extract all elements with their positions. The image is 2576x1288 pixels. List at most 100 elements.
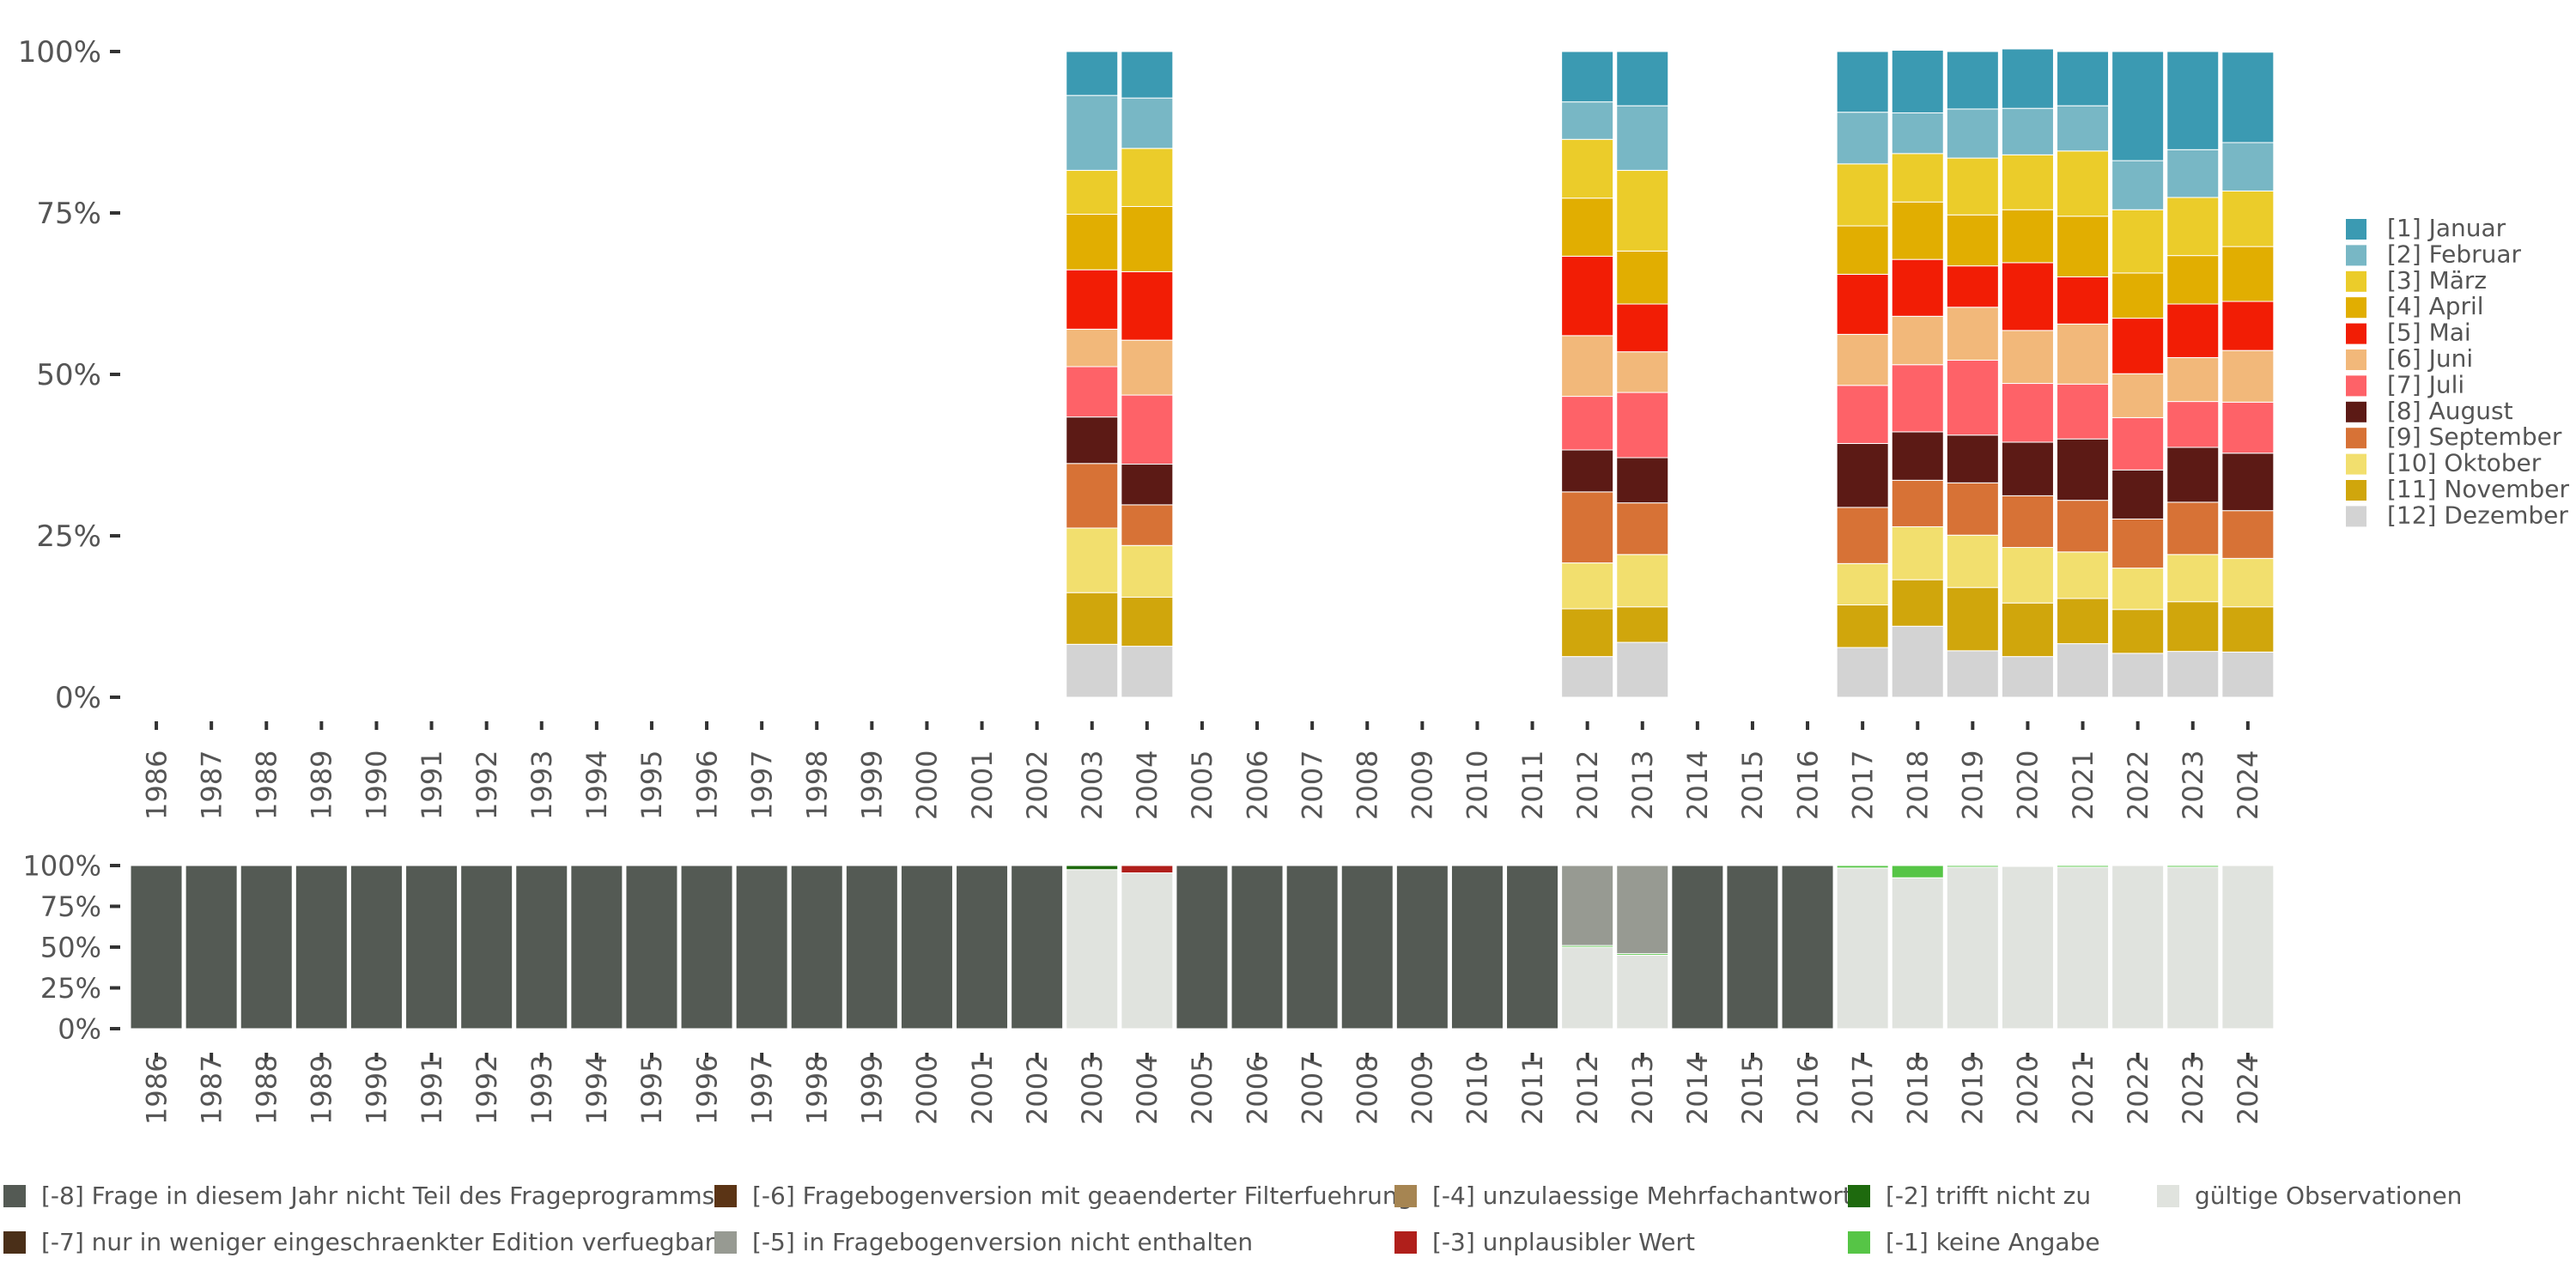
top-bar-segment	[2111, 469, 2165, 519]
top-xtick-label: 2024	[2232, 750, 2264, 820]
legend-label-1-januar: [1] Januar	[2387, 214, 2506, 242]
legend-swatch-5-mai	[2346, 323, 2366, 344]
top-xtick-label: 1990	[361, 750, 393, 820]
bottom-xtick-label: 1993	[526, 1055, 558, 1125]
legend-swatch-6-juni	[2346, 349, 2366, 370]
top-bar-segment	[1891, 201, 1944, 260]
bottom-bar-segment	[2166, 865, 2220, 868]
top-bar-segment	[2001, 547, 2054, 604]
legend-label-12-dezember: [12] Dezember	[2387, 501, 2568, 529]
legend-swatch-2-trifft-nicht-zu	[1848, 1185, 1870, 1207]
top-bar-segment	[1946, 51, 1999, 110]
bottom-xtick-label: 2021	[2067, 1055, 2099, 1125]
top-bar-segment	[1121, 148, 1174, 207]
top-bar-segment	[1946, 534, 1999, 588]
legend-swatch-6-fragebogenversion-mit-geaenderter-filterfuehrung	[714, 1185, 737, 1207]
bottom-bar-segment	[515, 865, 568, 1030]
top-bar-segment	[1891, 315, 1944, 366]
bottom-xtick-label: 2003	[1076, 1055, 1109, 1125]
legend-label-11-november: [11] November	[2387, 475, 2570, 503]
top-bar-segment	[2057, 323, 2110, 385]
top-bar-segment	[2001, 154, 2054, 210]
bottom-bar-segment	[1616, 865, 1669, 955]
top-bar-segment	[2166, 501, 2220, 556]
bottom-xtick-label: 1990	[361, 1055, 393, 1125]
top-xtick-label: 1994	[580, 750, 613, 820]
top-bar-segment	[1836, 163, 1889, 227]
top-bar-segment	[2221, 301, 2275, 351]
legend-swatch-8-frage-in-diesem-jahr-nicht-teil-des-frageprogramms	[3, 1185, 26, 1207]
top-bar-segment	[2221, 349, 2275, 403]
legend-swatch-2-februar	[2346, 245, 2366, 266]
legend-swatch-4-unzulaessige-mehrfachantwort	[1394, 1185, 1417, 1207]
top-bar-segment	[2001, 48, 2054, 109]
legend-label-2-trifft-nicht-zu: [-2] trifft nicht zu	[1886, 1182, 2091, 1210]
bottom-bar-segment	[185, 865, 238, 1030]
top-bar-segment	[2166, 303, 2220, 358]
top-bar-segment	[1946, 586, 1999, 652]
top-bar-segment	[2057, 51, 2110, 106]
legend-label-10-oktober: [10] Oktober	[2387, 449, 2542, 477]
top-xtick-label: 2010	[1461, 750, 1494, 820]
bottom-xtick-label: 2014	[1681, 1055, 1714, 1125]
top-bar-segment	[1836, 385, 1889, 444]
top-bar-segment	[1561, 335, 1614, 398]
top-bar-segment	[1066, 643, 1119, 698]
top-bar-segment	[1891, 364, 1944, 433]
legend-swatch-10-oktober	[2346, 453, 2366, 475]
top-bar-segment	[1836, 604, 1889, 648]
bottom-xtick-label: 1996	[690, 1055, 723, 1125]
top-bar-segment	[1066, 592, 1119, 645]
top-bar-segment	[2166, 447, 2220, 503]
top-bar-segment	[1836, 112, 1889, 165]
top-bar-segment	[2166, 651, 2220, 698]
top-bar-segment	[2221, 453, 2275, 512]
legend-label-4-unzulaessige-mehrfachantwort: [-4] unzulaessige Mehrfachantwort	[1432, 1182, 1852, 1210]
top-bar-segment	[1616, 51, 1669, 106]
top-bar-segment	[1066, 169, 1119, 216]
bottom-bar-segment	[845, 865, 898, 1030]
top-bar-segment	[1616, 502, 1669, 556]
bottom-bar-segment	[1506, 865, 1559, 1030]
top-bar-segment	[1561, 449, 1614, 493]
bottom-xtick-label: 2012	[1571, 1055, 1604, 1125]
bottom-bar-segment	[1891, 865, 1944, 878]
top-bar-segment	[1066, 328, 1119, 368]
top-bar-segment	[2111, 416, 2165, 471]
top-bar-segment	[1066, 527, 1119, 593]
legend-label-6-juni: [6] Juni	[2387, 344, 2473, 373]
legend-label-3-unplausibler-wert: [-3] unplausibler Wert	[1432, 1228, 1695, 1256]
top-bar-segment	[1616, 303, 1669, 353]
top-xtick-label: 1993	[526, 750, 558, 820]
top-bar-segment	[1066, 214, 1119, 270]
top-bar-segment	[1946, 650, 1999, 698]
top-bar-segment	[1066, 51, 1119, 96]
top-ytick-label: 75%	[36, 197, 101, 231]
bottom-xtick-label: 2009	[1406, 1055, 1439, 1125]
top-bar-segment	[2001, 441, 2054, 496]
bottom-bar-segment	[680, 865, 733, 1030]
top-bar-segment	[1121, 270, 1174, 341]
legend-swatch-5-in-fragebogenversion-nicht-enthalten	[714, 1231, 737, 1254]
top-xtick-label: 2007	[1296, 750, 1328, 820]
legend-swatch-3-unplausibler-wert	[1394, 1231, 1417, 1254]
top-bar-segment	[2111, 318, 2165, 374]
top-bar-segment	[1066, 269, 1119, 330]
bottom-xtick-label: 2007	[1296, 1055, 1328, 1125]
top-bar-segment	[1616, 351, 1669, 393]
top-bar-segment	[1561, 656, 1614, 698]
bottom-xtick-label: 1998	[800, 1055, 833, 1125]
top-xtick-label: 2021	[2067, 750, 2099, 820]
top-xtick-label: 1995	[635, 750, 668, 820]
top-xtick-label: 2003	[1076, 750, 1109, 820]
top-bar-segment	[1616, 392, 1669, 459]
bottom-bar-segment	[1121, 865, 1174, 874]
top-xtick-label: 2005	[1186, 750, 1218, 820]
top-bar-segment	[1946, 359, 1999, 436]
top-bar-segment	[1616, 641, 1669, 698]
bottom-chart: 0% 25% 50% 75% 100% 1986 1987 1988 1989 1990 1991 1…	[23, 850, 2275, 1125]
legend-label-7-nur-in-weniger-eingeschraenkter-edition-verfuegbar: [-7] nur in weniger eingeschraenkter Edi…	[41, 1228, 715, 1256]
top-bar-segment	[1891, 431, 1944, 481]
bottom-xtick-label: 1995	[635, 1055, 668, 1125]
top-xtick-label: 2012	[1571, 750, 1604, 820]
